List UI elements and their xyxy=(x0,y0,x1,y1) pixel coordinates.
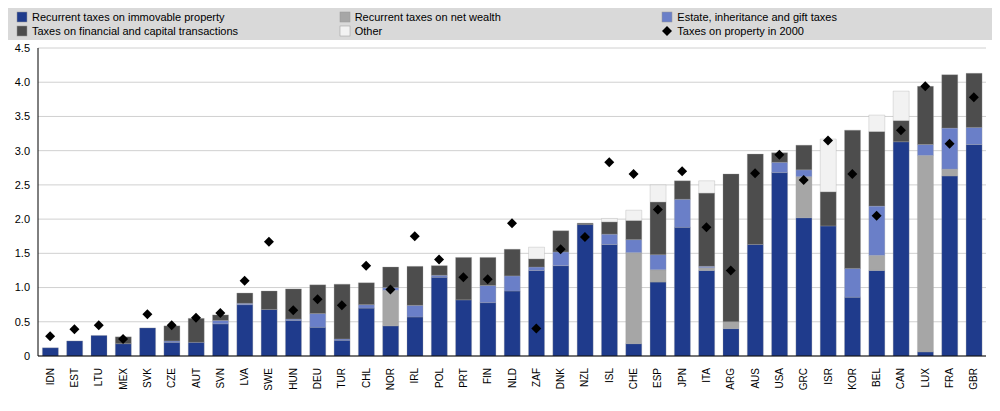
svg-text:0.5: 0.5 xyxy=(15,316,30,328)
html-text:Taxes on financial and capital: Taxes on financial and capital transacti… xyxy=(32,25,239,37)
svg-text:CZE: CZE xyxy=(166,368,177,388)
svg-text:ISL: ISL xyxy=(604,368,615,383)
svg-text:MEX: MEX xyxy=(118,368,129,390)
svg-text:HUN: HUN xyxy=(288,368,299,390)
svg-text:3.5: 3.5 xyxy=(15,110,30,122)
svg-text:IDN: IDN xyxy=(45,368,56,385)
svg-text:BEL: BEL xyxy=(871,368,882,387)
svg-text:4.5: 4.5 xyxy=(15,42,30,54)
html-text:Taxes on property in 2000: Taxes on property in 2000 xyxy=(677,25,804,37)
svg-text:SVK: SVK xyxy=(142,368,153,388)
svg-text:GRC: GRC xyxy=(798,368,809,390)
svg-text:LTU: LTU xyxy=(93,368,104,386)
svg-text:USA: USA xyxy=(774,368,785,389)
svg-text:SVN: SVN xyxy=(215,368,226,389)
svg-text:EST: EST xyxy=(69,368,80,387)
svg-text:LUX: LUX xyxy=(920,368,931,388)
svg-text:FIN: FIN xyxy=(482,368,493,384)
svg-text:2.5: 2.5 xyxy=(15,179,30,191)
svg-text:NOR: NOR xyxy=(385,368,396,390)
svg-text:ARG: ARG xyxy=(725,368,736,390)
svg-text:JPN: JPN xyxy=(677,368,688,387)
svg-text:2.0: 2.0 xyxy=(15,213,30,225)
html-text:Other: Other xyxy=(354,25,383,37)
svg-text:1.5: 1.5 xyxy=(15,247,30,259)
html-text:Recurrent taxes on immovable p: Recurrent taxes on immovable property xyxy=(32,11,225,23)
svg-text:ZAF: ZAF xyxy=(531,368,542,387)
svg-text:3.0: 3.0 xyxy=(15,145,30,157)
svg-text:DNK: DNK xyxy=(555,368,566,389)
svg-text:AUT: AUT xyxy=(191,368,202,388)
svg-text:IRL: IRL xyxy=(409,368,420,384)
svg-text:NLD: NLD xyxy=(507,368,518,388)
svg-text:CHE: CHE xyxy=(628,368,639,389)
svg-text:ISR: ISR xyxy=(823,368,834,385)
svg-text:LVA: LVA xyxy=(239,368,250,386)
svg-text:SWE: SWE xyxy=(263,368,274,390)
svg-text:POL: POL xyxy=(434,368,445,388)
svg-text:CHL: CHL xyxy=(361,368,372,388)
svg-text:ITA: ITA xyxy=(701,368,712,383)
svg-text:CAN: CAN xyxy=(895,368,906,389)
svg-text:PRT: PRT xyxy=(458,368,469,388)
html-text:Estate, inheritance and gift t: Estate, inheritance and gift taxes xyxy=(677,11,837,23)
svg-text:1.0: 1.0 xyxy=(15,281,30,293)
svg-text:AUS: AUS xyxy=(750,368,761,389)
svg-text:ESP: ESP xyxy=(652,368,663,388)
svg-text:NZL: NZL xyxy=(579,368,590,387)
svg-text:0: 0 xyxy=(24,350,30,362)
svg-text:4.0: 4.0 xyxy=(15,76,30,88)
svg-text:TUR: TUR xyxy=(336,368,347,389)
svg-text:GBR: GBR xyxy=(968,368,979,390)
svg-text:FRA: FRA xyxy=(944,368,955,388)
svg-text:DEU: DEU xyxy=(312,368,323,389)
html-text:Recurrent taxes on net wealth: Recurrent taxes on net wealth xyxy=(354,11,501,23)
svg-text:KOR: KOR xyxy=(847,368,858,390)
